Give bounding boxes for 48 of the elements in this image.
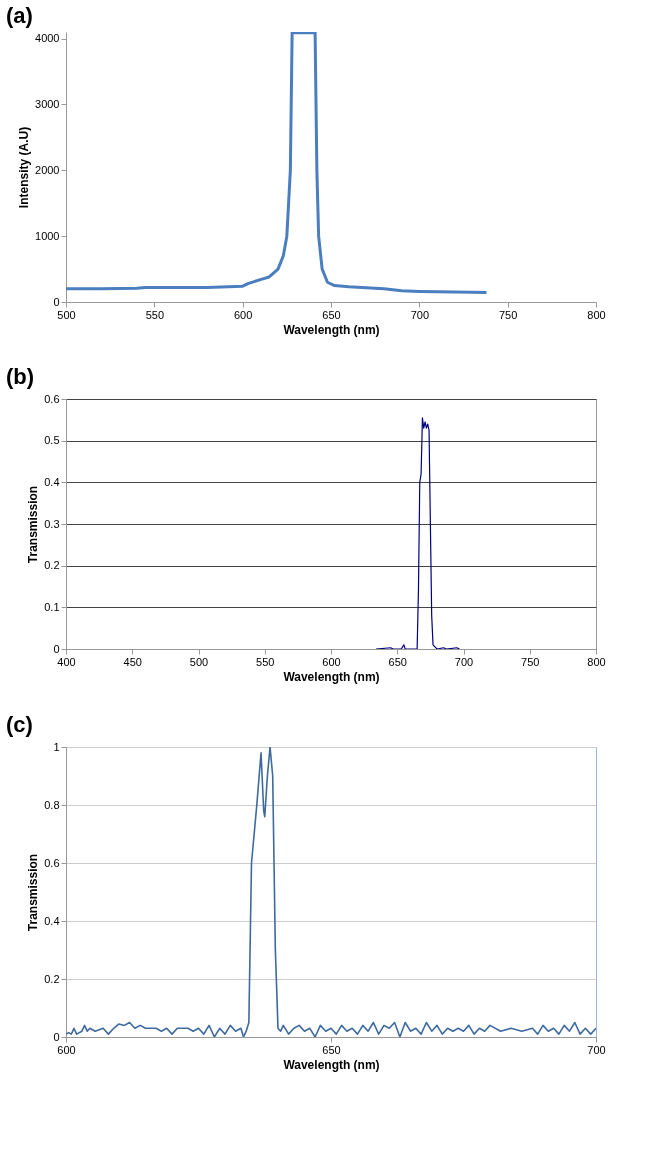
y-tick-label: 1: [53, 740, 60, 753]
x-tick-label: 700: [587, 1043, 606, 1056]
x-tick-label: 500: [189, 655, 209, 668]
x-tick-label: 550: [145, 308, 165, 321]
line-series: [375, 417, 461, 649]
x-tick-label: 600: [57, 1043, 76, 1056]
y-tick-label: 0.1: [44, 600, 60, 613]
y-axis-title: Intensity (A.U): [17, 126, 32, 209]
x-tick-label: 750: [521, 655, 540, 668]
x-tick-label: 700: [454, 655, 474, 668]
y-axis-title: Transmission: [26, 485, 41, 564]
x-tick-label: 650: [322, 308, 341, 321]
x-tick-label: 800: [587, 655, 606, 668]
x-tick-label: 400: [57, 655, 76, 668]
x-tick-label: 700: [410, 308, 430, 321]
y-tick-label: 2000: [35, 163, 60, 176]
y-tick-label: 0.5: [44, 434, 60, 447]
y-tick-label: 1000: [35, 229, 60, 242]
x-tick-label: 500: [57, 308, 76, 321]
x-tick-label: 750: [498, 308, 518, 321]
y-tick-label: 0.6: [44, 392, 60, 405]
y-tick-label: 0.2: [44, 559, 60, 572]
chart-title: (a): [6, 3, 33, 28]
x-tick-label: 600: [322, 655, 341, 668]
y-tick-label: 0: [53, 295, 60, 308]
y-tick-label: 0.4: [44, 475, 60, 488]
chart-title: (c): [6, 712, 33, 737]
y-tick-label: 0: [53, 1030, 60, 1043]
x-tick-label: 800: [587, 308, 606, 321]
line-series: [66, 32, 488, 294]
x-tick-label: 650: [322, 1043, 341, 1056]
x-tick-label: 550: [256, 655, 275, 668]
x-axis-title: Wavelength (nm): [283, 669, 380, 684]
y-tick-label: 0.6: [44, 856, 60, 869]
y-axis-title: Transmission: [26, 853, 41, 932]
x-tick-label: 450: [123, 655, 142, 668]
x-tick-label: 600: [233, 308, 253, 321]
y-tick-label: 0: [53, 642, 60, 655]
y-tick-label: 0.2: [44, 972, 60, 985]
y-tick-label: 4000: [35, 32, 60, 45]
x-tick-label: 650: [388, 655, 407, 668]
chart-title: (b): [6, 364, 35, 389]
y-tick-label: 0.8: [44, 798, 60, 811]
y-tick-label: 3000: [35, 97, 60, 110]
x-axis-title: Wavelength (nm): [283, 1057, 380, 1072]
y-tick-label: 0.4: [44, 914, 60, 927]
x-axis-title: Wavelength (nm): [283, 322, 380, 337]
y-tick-label: 0.3: [44, 517, 60, 530]
